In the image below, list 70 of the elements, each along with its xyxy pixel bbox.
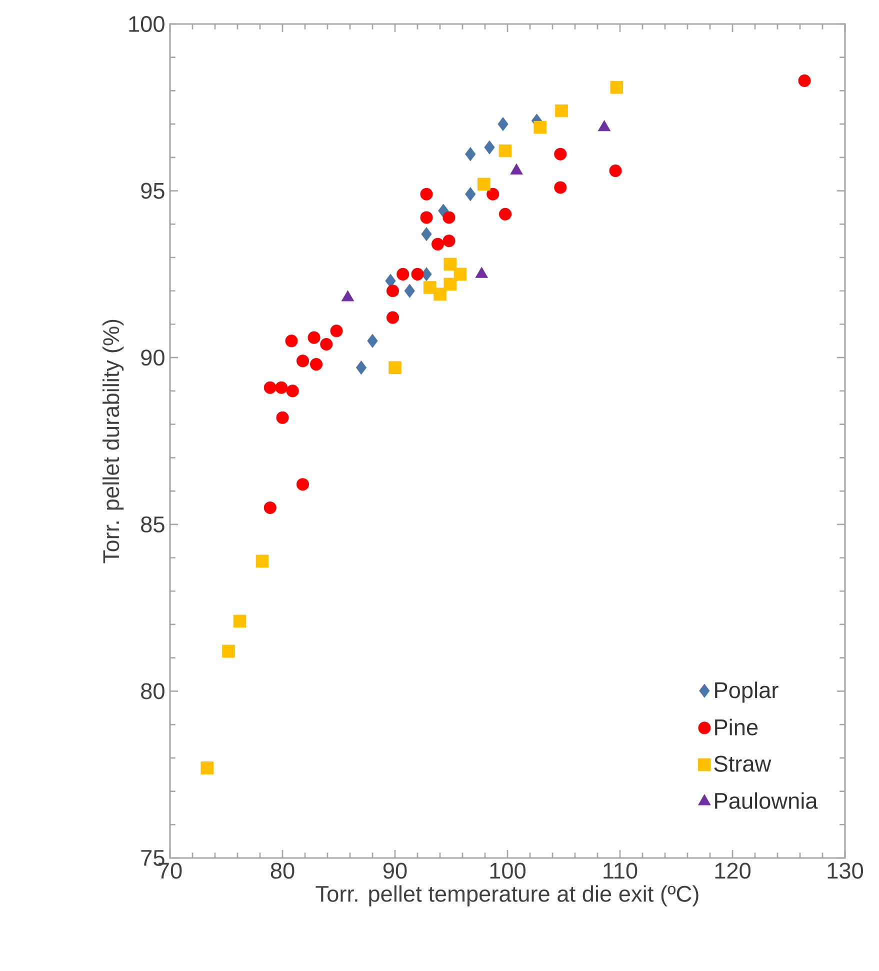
point [388,361,402,374]
legend-label: Pine [715,718,758,736]
point [256,554,269,568]
x-tick-label: 80 [270,862,294,879]
point [484,140,495,154]
y-tick-label: 80 [141,683,164,700]
point [356,360,367,375]
point [420,211,433,224]
point [420,188,433,200]
point [421,267,432,282]
y-tick-label: 85 [141,516,164,532]
point [442,211,456,224]
legend-label: Poplar [715,682,778,703]
point [286,384,299,398]
point [320,338,333,351]
point [534,121,547,134]
point [308,331,320,344]
point [434,288,446,301]
point [555,104,568,118]
point [396,268,410,280]
point [465,187,476,202]
point [431,238,444,250]
point [609,164,622,178]
point [486,188,500,200]
point [296,354,310,368]
point [454,268,467,281]
point [798,74,811,87]
point [444,258,457,271]
point [233,614,246,628]
x-tick-label: 120 [715,862,751,879]
point [276,411,289,424]
point [367,334,378,348]
point [385,274,396,288]
x-axis-title: Torr. pellet temperature at die exit (ºC) [316,885,698,906]
x-tick-label: 100 [490,862,526,879]
legend-label: Paulownia [715,792,818,809]
point [386,311,400,324]
point [510,164,523,175]
y-axis-title: Torr. pellet durability (%) [102,320,124,564]
y-tick-label: 100 [129,16,164,32]
point [423,281,436,294]
x-tick-label: 90 [383,862,407,879]
point [264,501,276,514]
point [275,381,288,394]
point [310,358,323,371]
point [222,644,235,658]
point [421,227,432,242]
y-tick-label: 95 [141,182,164,199]
point [498,144,512,158]
point [285,334,298,348]
point [200,762,214,774]
point [411,268,424,280]
point [610,80,624,94]
y-tick-label: 90 [141,350,164,366]
point [554,181,567,194]
point [477,178,490,191]
point [554,148,567,160]
point [404,284,415,298]
point [465,147,476,162]
legend-label: Straw [714,756,772,772]
x-tick-label: 130 [828,862,864,879]
point [330,324,343,338]
point [444,278,457,291]
point [264,381,276,394]
point [442,234,456,248]
point [498,117,508,132]
x-tick-label: 110 [604,862,638,879]
point [386,284,400,298]
point [498,208,512,220]
point [296,478,310,491]
